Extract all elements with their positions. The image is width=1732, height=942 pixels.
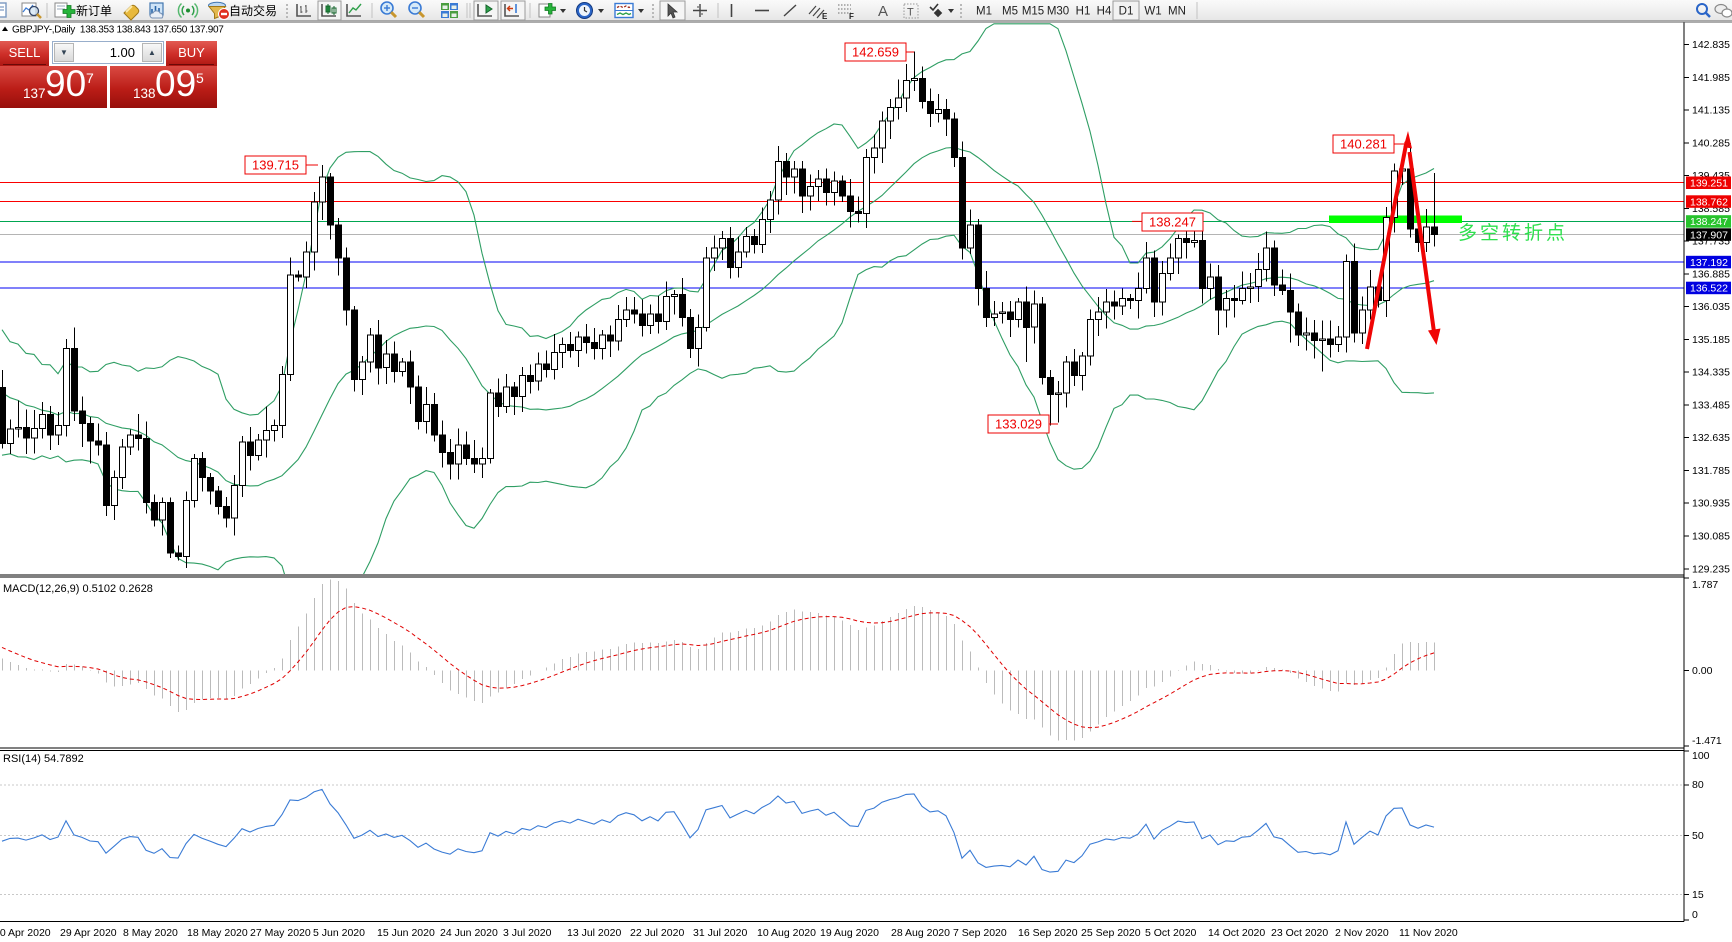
svg-text:137.192: 137.192: [1690, 257, 1728, 269]
svg-text:142.659: 142.659: [852, 45, 899, 60]
svg-text:133.029: 133.029: [995, 417, 1042, 432]
svg-text:135.185: 135.185: [1692, 334, 1730, 346]
svg-text:134.335: 134.335: [1692, 367, 1730, 379]
svg-text:新订单: 新订单: [76, 3, 112, 18]
svg-text:140.285: 140.285: [1692, 137, 1730, 149]
svg-text:M5: M5: [1002, 6, 1018, 18]
svg-text:7 Sep 2020: 7 Sep 2020: [953, 927, 1007, 939]
svg-text:130.085: 130.085: [1692, 531, 1730, 543]
svg-text:22 Jul 2020: 22 Jul 2020: [630, 927, 684, 939]
svg-text:130.935: 130.935: [1692, 498, 1730, 510]
svg-text:132.635: 132.635: [1692, 432, 1730, 444]
svg-text:5 Oct 2020: 5 Oct 2020: [1145, 927, 1197, 939]
svg-text:31 Jul 2020: 31 Jul 2020: [693, 927, 747, 939]
svg-text:3 Jul 2020: 3 Jul 2020: [503, 927, 552, 939]
svg-text:M1: M1: [976, 6, 992, 18]
svg-text:16 Sep 2020: 16 Sep 2020: [1018, 927, 1078, 939]
svg-text:20 Apr 2020: 20 Apr 2020: [0, 927, 51, 939]
svg-text:139.715: 139.715: [252, 158, 299, 173]
svg-text:15: 15: [1692, 889, 1704, 901]
svg-text:136.035: 136.035: [1692, 301, 1730, 313]
svg-text:11 Nov 2020: 11 Nov 2020: [1399, 927, 1458, 939]
svg-text:131.785: 131.785: [1692, 465, 1730, 477]
svg-text:138.247: 138.247: [1690, 216, 1728, 228]
svg-text:137.907: 137.907: [1690, 229, 1728, 241]
svg-text:A: A: [878, 3, 888, 20]
svg-text:136.885: 136.885: [1692, 268, 1730, 280]
svg-text:8 May 2020: 8 May 2020: [123, 927, 178, 939]
svg-text:W1: W1: [1144, 6, 1161, 18]
svg-text:M15: M15: [1022, 6, 1044, 18]
svg-text:25 Sep 2020: 25 Sep 2020: [1081, 927, 1141, 939]
svg-text:5 Jun 2020: 5 Jun 2020: [313, 927, 365, 939]
svg-text:多空转折点: 多空转折点: [1458, 222, 1568, 244]
svg-text:141.135: 141.135: [1692, 105, 1730, 117]
svg-text:23 Oct 2020: 23 Oct 2020: [1271, 927, 1328, 939]
svg-text:27 May 2020: 27 May 2020: [250, 927, 311, 939]
svg-text:E: E: [822, 12, 828, 21]
svg-text:133.485: 133.485: [1692, 399, 1730, 411]
svg-text:15 Jun 2020: 15 Jun 2020: [377, 927, 435, 939]
svg-text:H1: H1: [1076, 6, 1091, 18]
svg-text:24 Jun 2020: 24 Jun 2020: [440, 927, 498, 939]
svg-text:H4: H4: [1097, 6, 1112, 18]
svg-text:28 Aug 2020: 28 Aug 2020: [891, 927, 950, 939]
svg-text:GBPJPY-,Daily 138.353 138.843: GBPJPY-,Daily 138.353 138.843 137.650 13…: [12, 25, 224, 36]
svg-text:140.281: 140.281: [1340, 137, 1387, 152]
svg-text:141.985: 141.985: [1692, 72, 1730, 84]
svg-text:D1: D1: [1119, 6, 1134, 18]
svg-text:自动交易: 自动交易: [229, 3, 277, 18]
svg-text:29 Apr 2020: 29 Apr 2020: [60, 927, 117, 939]
svg-text:136.522: 136.522: [1690, 283, 1728, 295]
svg-text:14 Oct 2020: 14 Oct 2020: [1208, 927, 1265, 939]
svg-text:13 Jul 2020: 13 Jul 2020: [567, 927, 621, 939]
svg-text:0.00: 0.00: [1692, 665, 1713, 677]
svg-text:18 May 2020: 18 May 2020: [187, 927, 248, 939]
svg-text:138.762: 138.762: [1690, 196, 1728, 208]
svg-text:F: F: [849, 12, 854, 21]
svg-text:138.247: 138.247: [1149, 215, 1196, 230]
svg-text:129.235: 129.235: [1692, 563, 1730, 575]
svg-text:MACD(12,26,9) 0.5102 0.2628: MACD(12,26,9) 0.5102 0.2628: [3, 583, 153, 595]
svg-text:80: 80: [1692, 779, 1704, 791]
svg-text:1.787: 1.787: [1692, 579, 1718, 591]
svg-text:2 Nov 2020: 2 Nov 2020: [1335, 927, 1389, 939]
svg-text:0: 0: [1692, 909, 1698, 921]
svg-text:50: 50: [1692, 830, 1704, 842]
svg-text:10 Aug 2020: 10 Aug 2020: [757, 927, 816, 939]
svg-text:139.251: 139.251: [1690, 178, 1728, 190]
svg-text:RSI(14) 54.7892: RSI(14) 54.7892: [3, 753, 84, 765]
svg-text:142.835: 142.835: [1692, 39, 1730, 51]
svg-text:-1.471: -1.471: [1692, 735, 1722, 747]
svg-text:T: T: [907, 7, 914, 19]
svg-text:M30: M30: [1047, 6, 1069, 18]
svg-text:MN: MN: [1168, 6, 1186, 18]
svg-text:100: 100: [1692, 750, 1710, 762]
svg-text:19 Aug 2020: 19 Aug 2020: [820, 927, 879, 939]
